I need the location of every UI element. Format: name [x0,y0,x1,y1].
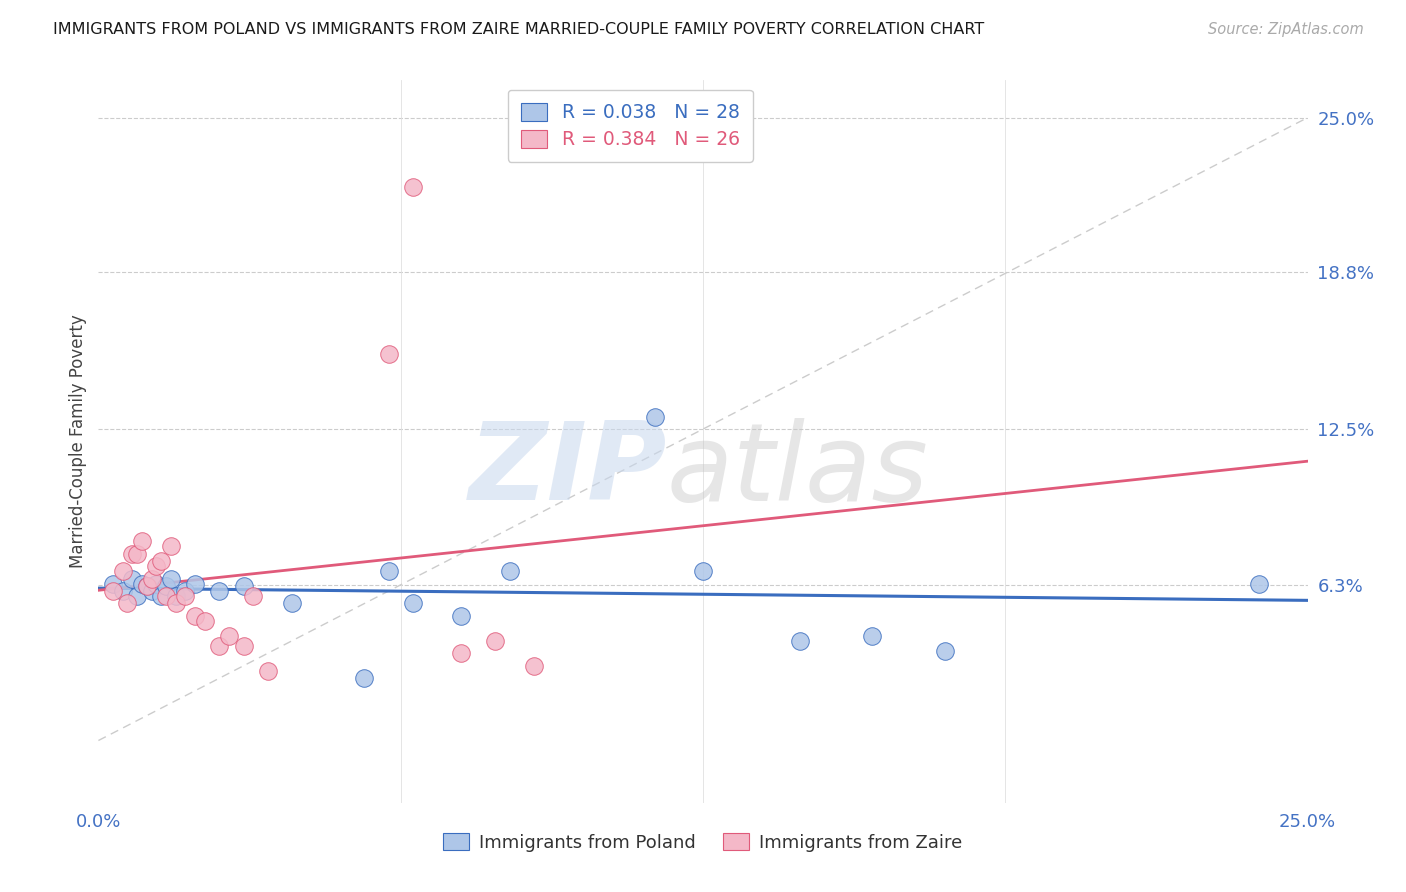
Point [353,671,375,685]
Point [450,646,472,660]
Point [117,597,139,611]
Point [523,658,546,673]
Point [135,579,157,593]
Point [145,559,167,574]
Point [131,576,153,591]
Legend: Immigrants from Poland, Immigrants from Zaire: Immigrants from Poland, Immigrants from … [436,826,970,859]
Point [127,547,149,561]
Point [377,347,399,361]
Point [484,633,506,648]
Point [934,644,956,658]
Point [150,554,173,568]
Point [111,584,134,599]
Point [165,589,187,603]
Point [208,639,231,653]
Point [121,572,143,586]
Point [218,629,240,643]
Point [101,576,124,591]
Point [184,609,207,624]
Text: Source: ZipAtlas.com: Source: ZipAtlas.com [1208,22,1364,37]
Point [160,572,183,586]
Point [1249,576,1271,591]
Point [174,589,197,603]
Point [141,584,163,599]
Point [127,589,149,603]
Point [256,664,278,678]
Point [232,579,254,593]
Point [145,576,167,591]
Point [165,597,187,611]
Point [402,180,425,194]
Point [789,633,811,648]
Point [194,614,217,628]
Point [121,547,143,561]
Point [141,572,163,586]
Point [450,609,472,624]
Point [208,584,231,599]
Text: atlas: atlas [666,418,928,523]
Point [692,564,714,578]
Point [184,576,207,591]
Point [160,539,183,553]
Point [131,534,153,549]
Point [232,639,254,653]
Y-axis label: Married-Couple Family Poverty: Married-Couple Family Poverty [69,315,87,568]
Point [860,629,883,643]
Point [155,579,177,593]
Text: ZIP: ZIP [468,417,666,524]
Point [281,597,304,611]
Point [135,579,157,593]
Point [155,589,177,603]
Point [174,584,197,599]
Point [101,584,124,599]
Point [644,409,666,424]
Text: IMMIGRANTS FROM POLAND VS IMMIGRANTS FROM ZAIRE MARRIED-COUPLE FAMILY POVERTY CO: IMMIGRANTS FROM POLAND VS IMMIGRANTS FRO… [53,22,984,37]
Point [402,597,425,611]
Point [498,564,520,578]
Point [242,589,264,603]
Point [377,564,399,578]
Point [150,589,173,603]
Point [111,564,134,578]
